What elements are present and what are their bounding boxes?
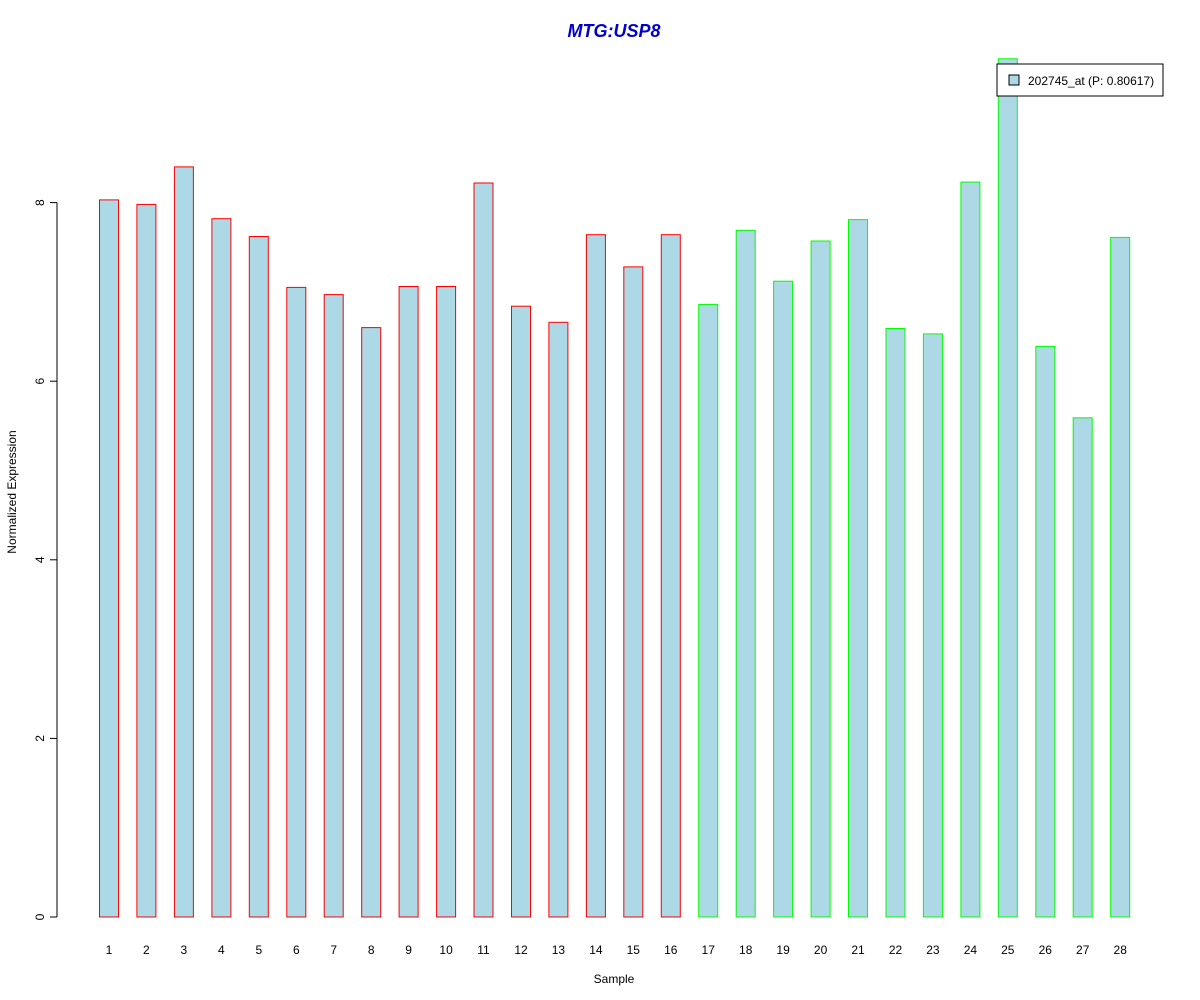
bar-sample-22	[885, 328, 906, 918]
bar-sample-15	[623, 266, 644, 918]
bar-sample-1	[99, 199, 119, 918]
x-tick-label: 25	[1001, 943, 1015, 957]
x-tick-label: 21	[851, 943, 865, 957]
legend-label: 202745_at (P: 0.80617)	[1028, 74, 1154, 88]
x-tick-label: 11	[477, 943, 490, 957]
bar-sample-9	[398, 286, 419, 918]
x-tick-label: 2	[143, 943, 150, 957]
bar-sample-25	[997, 58, 1018, 918]
bar-sample-5	[248, 236, 269, 918]
x-tick-label: 22	[889, 943, 903, 957]
x-tick-label: 15	[627, 943, 641, 957]
x-tick-label: 6	[293, 943, 300, 957]
bar-sample-6	[286, 286, 307, 918]
x-tick-label: 20	[814, 943, 828, 957]
x-tick-label: 26	[1039, 943, 1053, 957]
bar-sample-8	[361, 327, 382, 918]
x-tick-label: 17	[702, 943, 716, 957]
x-tick-label: 12	[514, 943, 528, 957]
x-tick-label: 5	[255, 943, 262, 957]
bar-sample-26	[1035, 345, 1056, 918]
x-tick-label: 7	[330, 943, 337, 957]
legend-box	[996, 63, 1164, 97]
legend-swatch	[1008, 74, 1020, 86]
y-tick-label: 6	[33, 378, 47, 385]
x-tick-label: 3	[181, 943, 188, 957]
bar-sample-4	[211, 218, 232, 918]
y-tick-label: 0	[33, 913, 47, 920]
bar-sample-23	[922, 333, 943, 918]
x-tick-label: 10	[439, 943, 453, 957]
bar-sample-3	[173, 166, 194, 918]
x-tick-label: 24	[964, 943, 978, 957]
bar-sample-2	[136, 203, 157, 918]
bar-sample-16	[660, 234, 681, 918]
x-axis-title: Sample	[594, 972, 635, 986]
bar-sample-14	[585, 234, 606, 918]
bar-sample-12	[511, 305, 531, 918]
y-tick-label: 2	[33, 735, 47, 742]
y-axis-title: Normalized Expression	[5, 430, 19, 553]
legend: 202745_at (P: 0.80617)	[996, 63, 1164, 97]
x-tick-label: 13	[552, 943, 566, 957]
bar-sample-11	[473, 182, 494, 918]
y-tick-label: 4	[33, 556, 47, 563]
bars-group	[99, 58, 1131, 918]
x-tick-label: 19	[776, 943, 790, 957]
chart-title: MTG:USP8	[567, 21, 660, 41]
x-tick-label: 16	[664, 943, 678, 957]
bar-sample-13	[548, 321, 569, 918]
x-tick-label: 9	[405, 943, 412, 957]
x-tick-label: 28	[1114, 943, 1128, 957]
x-tick-label: 4	[218, 943, 225, 957]
y-axis: 0 2 4 6 8	[33, 199, 58, 920]
bar-sample-19	[773, 280, 794, 918]
bar-sample-10	[436, 286, 457, 918]
x-tick-label: 1	[106, 943, 113, 957]
x-tick-label: 27	[1076, 943, 1090, 957]
x-tick-label: 14	[589, 943, 603, 957]
y-tick-label: 8	[33, 199, 47, 206]
x-tick-label: 23	[926, 943, 940, 957]
bar-sample-7	[323, 294, 344, 918]
x-tick-label: 18	[739, 943, 753, 957]
bar-sample-27	[1072, 417, 1093, 918]
x-tick-label: 8	[368, 943, 375, 957]
bar-sample-24	[960, 181, 981, 918]
bar-sample-28	[1110, 236, 1131, 918]
bar-sample-20	[810, 240, 831, 918]
bar-sample-21	[848, 219, 868, 918]
bar-sample-17	[698, 303, 719, 918]
bar-sample-18	[735, 229, 756, 918]
x-axis-labels: 1 2 3 4 5 6 7 8 9 10 11 12 13 14 15 16 17 18 19 20 21 22 23 24 2…	[106, 943, 1128, 957]
